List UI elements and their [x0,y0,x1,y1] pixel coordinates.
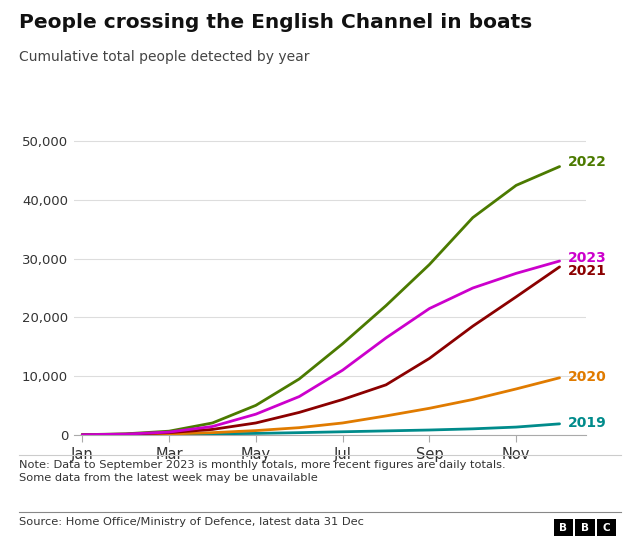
Text: Source: Home Office/Ministry of Defence, latest data 31 Dec: Source: Home Office/Ministry of Defence,… [19,517,364,528]
Text: Note: Data to September 2023 is monthly totals, more recent figures are daily to: Note: Data to September 2023 is monthly … [19,460,506,483]
Text: 2019: 2019 [568,416,606,430]
Text: 2020: 2020 [568,369,606,383]
Text: Cumulative total people detected by year: Cumulative total people detected by year [19,50,310,64]
Text: C: C [603,523,611,532]
Text: B: B [559,523,567,532]
Text: People crossing the English Channel in boats: People crossing the English Channel in b… [19,14,532,32]
Text: 2022: 2022 [568,155,606,169]
Text: 2021: 2021 [568,264,606,278]
Text: 2023: 2023 [568,251,606,265]
Text: B: B [581,523,589,532]
